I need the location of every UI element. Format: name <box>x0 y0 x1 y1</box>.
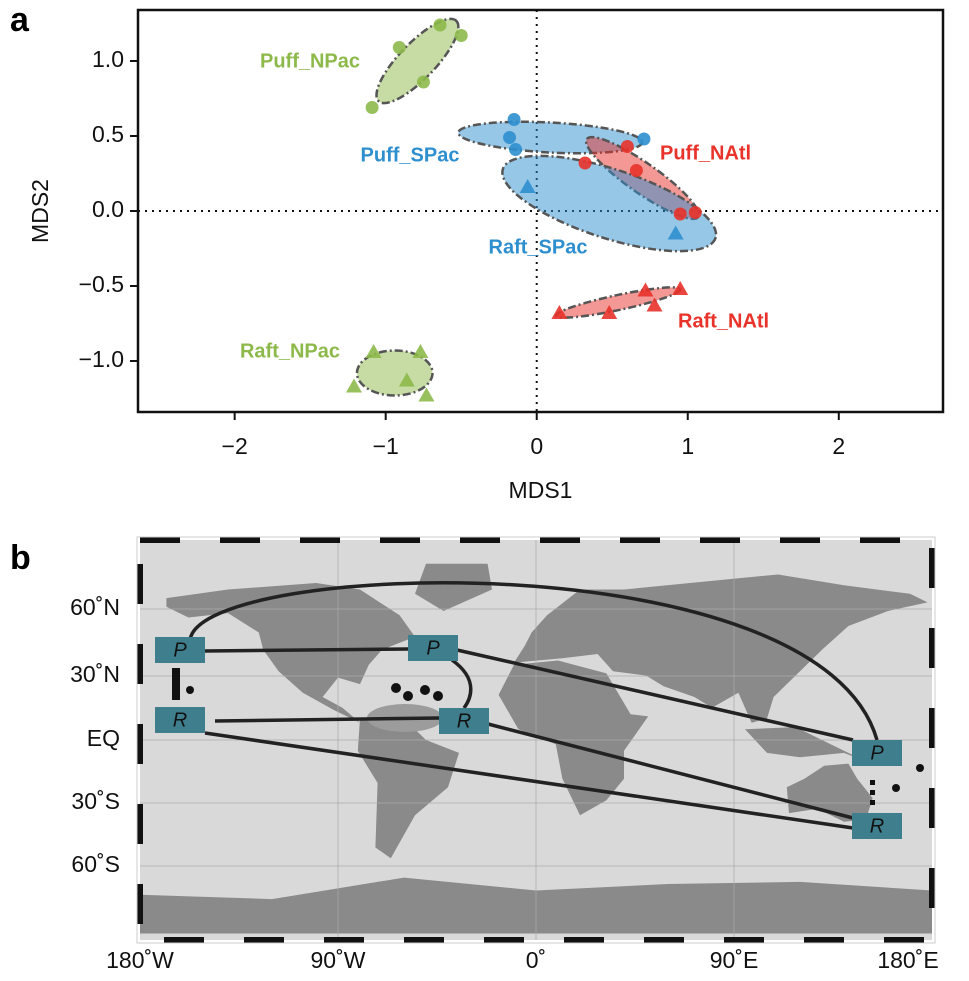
point <box>579 157 592 170</box>
ellipse <box>555 282 682 323</box>
site-box-label: P <box>173 639 187 661</box>
map-y-label: 60˚S <box>71 851 120 877</box>
y-axis-label: MDS2 <box>27 179 53 243</box>
point <box>393 41 406 54</box>
point <box>508 113 521 126</box>
site-box-label: P <box>426 637 440 659</box>
point <box>621 140 634 153</box>
group-label: Raft_SPac <box>489 236 588 258</box>
map-x-label: 90˚E <box>710 947 759 973</box>
y-tick-label: 1.0 <box>92 46 124 72</box>
figure: a b −2 −1 0 1 2 −1.0 −0.5 0.0 0.5 1.0 MDS1 MDS2 Puff… <box>0 0 969 976</box>
map-y-label: EQ <box>87 725 120 751</box>
map-y-label: 60˚N <box>70 594 120 620</box>
x-tick-label: 2 <box>832 433 845 459</box>
group-label: Puff_SPac <box>361 144 460 166</box>
group-label: Puff_NPac <box>260 50 360 72</box>
point <box>434 19 447 32</box>
site-box-label: R <box>457 710 471 732</box>
point <box>455 29 468 42</box>
site-box-label: R <box>870 815 884 837</box>
map-x-label: 0˚ <box>526 947 546 973</box>
point <box>366 344 382 358</box>
x-tick-label: 1 <box>681 433 694 459</box>
x-tick-label: 0 <box>530 433 543 459</box>
point <box>630 164 643 177</box>
x-axis-label: MDS1 <box>509 477 573 503</box>
map-x-label: 180˚W <box>106 947 174 973</box>
map-y-label: 30˚S <box>71 788 120 814</box>
point <box>509 143 522 156</box>
y-tick-label: −1.0 <box>79 346 124 372</box>
map-y-label: 30˚N <box>70 661 120 687</box>
y-tick-label: −0.5 <box>79 271 124 297</box>
group-label: Raft_NAtl <box>678 310 769 332</box>
site-box-label: R <box>173 709 187 731</box>
map-x-label: 90˚W <box>311 947 366 973</box>
point <box>503 131 516 144</box>
y-tick-label: 0.0 <box>92 196 124 222</box>
point <box>637 133 650 146</box>
point <box>674 208 687 221</box>
point <box>689 206 702 219</box>
y-tick-label: 0.5 <box>92 121 124 147</box>
point <box>366 101 379 114</box>
site-box-label: P <box>870 742 884 764</box>
point <box>417 76 430 89</box>
panel-label: b <box>10 539 31 577</box>
panel-label: a <box>10 1 30 39</box>
ellipse <box>366 8 470 113</box>
point <box>412 344 428 358</box>
x-tick-label: −2 <box>222 433 248 459</box>
map-x-label: 180˚E <box>877 947 938 973</box>
x-tick-label: −1 <box>373 433 399 459</box>
group-label: Raft_NPac <box>240 340 340 362</box>
group-label: Puff_NAtl <box>660 142 751 164</box>
